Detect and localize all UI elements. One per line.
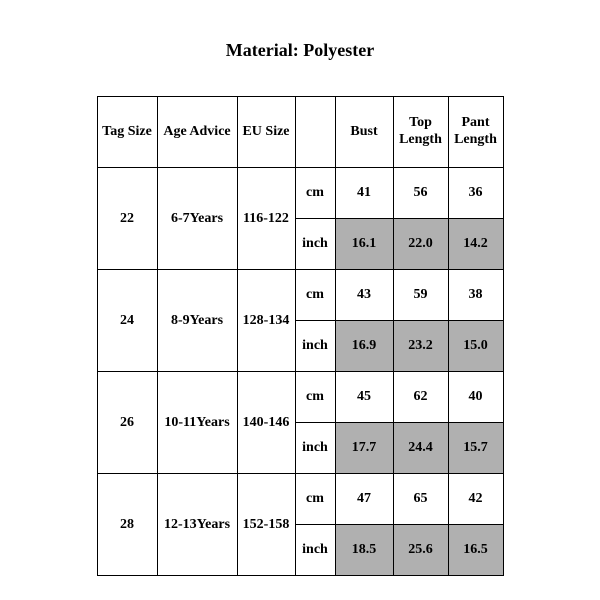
- cell-unit: cm: [295, 474, 335, 525]
- cell-top: 59: [393, 270, 448, 321]
- cell-unit: inch: [295, 423, 335, 474]
- cell-bust: 41: [335, 168, 393, 219]
- col-pant-length: Pant Length: [448, 97, 503, 168]
- cell-eu: 128-134: [237, 270, 295, 372]
- cell-bust: 18.5: [335, 525, 393, 576]
- cell-tag: 22: [97, 168, 157, 270]
- col-bust: Bust: [335, 97, 393, 168]
- cell-bust: 43: [335, 270, 393, 321]
- cell-bust: 47: [335, 474, 393, 525]
- cell-pant: 36: [448, 168, 503, 219]
- cell-pant: 16.5: [448, 525, 503, 576]
- cell-bust: 45: [335, 372, 393, 423]
- cell-pant: 38: [448, 270, 503, 321]
- cell-unit: cm: [295, 372, 335, 423]
- cell-bust: 16.9: [335, 321, 393, 372]
- cell-top: 56: [393, 168, 448, 219]
- table-row: 26 10-11Years 140-146 cm 45 62 40: [97, 372, 503, 423]
- size-table: Tag Size Age Advice EU Size Bust Top Len…: [97, 96, 504, 576]
- col-unit: [295, 97, 335, 168]
- cell-pant: 14.2: [448, 219, 503, 270]
- table-row: 28 12-13Years 152-158 cm 47 65 42: [97, 474, 503, 525]
- table-row: 22 6-7Years 116-122 cm 41 56 36: [97, 168, 503, 219]
- cell-unit: cm: [295, 270, 335, 321]
- cell-pant: 40: [448, 372, 503, 423]
- page-title: Material: Polyester: [0, 40, 600, 61]
- cell-age: 10-11Years: [157, 372, 237, 474]
- col-eu-size: EU Size: [237, 97, 295, 168]
- cell-top: 22.0: [393, 219, 448, 270]
- cell-top: 62: [393, 372, 448, 423]
- table-row: 24 8-9Years 128-134 cm 43 59 38: [97, 270, 503, 321]
- cell-tag: 26: [97, 372, 157, 474]
- cell-eu: 116-122: [237, 168, 295, 270]
- cell-age: 12-13Years: [157, 474, 237, 576]
- cell-eu: 152-158: [237, 474, 295, 576]
- table-header-row: Tag Size Age Advice EU Size Bust Top Len…: [97, 97, 503, 168]
- cell-unit: inch: [295, 321, 335, 372]
- cell-top: 65: [393, 474, 448, 525]
- cell-top: 24.4: [393, 423, 448, 474]
- page: Material: Polyester Tag Size Age Advice …: [0, 0, 600, 600]
- col-age-advice: Age Advice: [157, 97, 237, 168]
- cell-age: 6-7Years: [157, 168, 237, 270]
- cell-tag: 24: [97, 270, 157, 372]
- cell-unit: cm: [295, 168, 335, 219]
- col-top-length: Top Length: [393, 97, 448, 168]
- cell-top: 25.6: [393, 525, 448, 576]
- cell-eu: 140-146: [237, 372, 295, 474]
- cell-age: 8-9Years: [157, 270, 237, 372]
- cell-pant: 15.7: [448, 423, 503, 474]
- cell-bust: 16.1: [335, 219, 393, 270]
- col-tag-size: Tag Size: [97, 97, 157, 168]
- cell-unit: inch: [295, 219, 335, 270]
- cell-unit: inch: [295, 525, 335, 576]
- cell-pant: 42: [448, 474, 503, 525]
- cell-pant: 15.0: [448, 321, 503, 372]
- cell-tag: 28: [97, 474, 157, 576]
- cell-bust: 17.7: [335, 423, 393, 474]
- cell-top: 23.2: [393, 321, 448, 372]
